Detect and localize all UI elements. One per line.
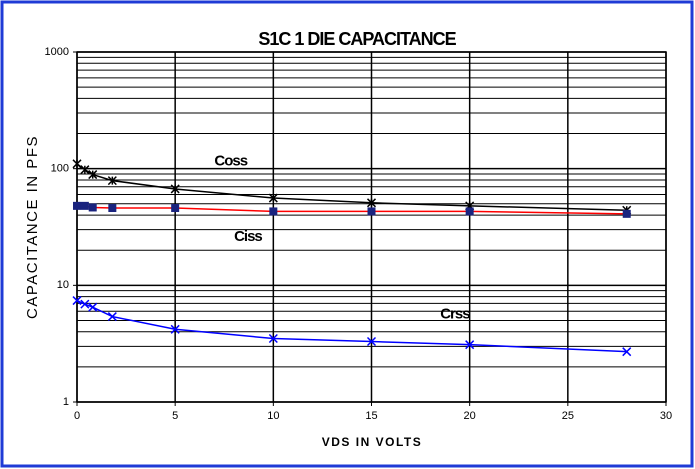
marker [366,336,377,347]
marker [72,159,82,169]
marker [269,207,278,216]
chart-title: S1C 1 DIE CAPACITANCE [258,29,456,49]
marker [73,201,81,210]
marker [88,170,98,180]
marker [465,207,474,216]
y-tick-label: 1 [63,396,69,408]
marker [170,184,180,194]
annotation: Coss [214,153,247,170]
marker [80,165,90,175]
marker [80,299,90,309]
marker [268,333,278,344]
marker [107,312,117,322]
marker [72,296,82,306]
y-tick-label: 1000 [45,46,69,58]
annotation: Ciss [234,228,262,245]
marker [107,176,117,186]
x-tick-label: 10 [267,410,279,422]
y-tick-label: 100 [51,163,69,175]
marker [366,198,377,208]
y-axis-label: CAPACITANCE IN PFS [24,135,41,319]
plot-border [76,51,667,403]
x-tick-label: 20 [464,410,476,422]
x-axis-label: VDS IN VOLTS [322,435,422,449]
x-tick-label: 25 [562,410,574,422]
annotation: Crss [440,306,470,323]
x-tick-label: 15 [365,410,377,422]
x-tick-label: 30 [660,410,672,422]
marker [465,340,475,350]
marker [367,207,376,216]
marker [170,324,180,334]
x-tick-label: 0 [74,410,80,422]
marker [622,209,631,218]
marker [268,193,278,203]
x-tick-label: 5 [172,410,178,422]
y-tick-label: 10 [57,279,69,291]
marker [108,204,117,213]
marker [88,302,98,312]
marker [80,201,89,210]
marker [622,347,632,357]
marker [88,203,97,212]
marker [171,204,180,213]
